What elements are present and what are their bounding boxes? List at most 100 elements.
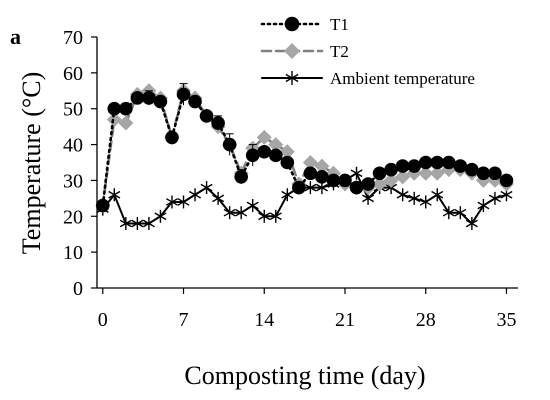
x-tick-label: 21 [335, 309, 355, 331]
data-point-t2 [383, 172, 399, 188]
data-point-t2 [314, 158, 330, 174]
data-point-ambient-temperature [454, 206, 467, 220]
asterisk-stroke [465, 219, 478, 228]
data-point-ambient-temperature [269, 209, 282, 223]
data-point-t1 [199, 109, 214, 123]
data-point-t1 [130, 91, 145, 105]
asterisk-stroke [131, 219, 144, 228]
data-point-t1 [407, 159, 421, 173]
data-point-ambient-temperature [223, 206, 236, 220]
data-point-t1 [372, 166, 387, 181]
data-point-ambient-temperature [189, 188, 202, 202]
x-tick-label: 0 [98, 309, 108, 331]
asterisk-stroke [108, 190, 121, 199]
asterisk-stroke [500, 190, 513, 199]
y-tick-label: 60 [63, 63, 83, 85]
data-point-ambient-temperature [108, 188, 121, 202]
data-point-ambient-temperature [258, 209, 271, 223]
data-point-t1 [119, 101, 133, 116]
data-point-t2 [302, 155, 318, 170]
data-point-t1 [280, 155, 295, 170]
y-tick-label: 10 [63, 242, 83, 264]
data-point-t1 [441, 155, 456, 170]
data-point-ambient-temperature [396, 188, 409, 202]
data-point-t1 [303, 166, 318, 181]
data-point-t1 [465, 162, 479, 177]
data-point-t1 [176, 87, 191, 102]
y-tick-label: 20 [63, 206, 83, 228]
asterisk-stroke [408, 194, 421, 203]
data-point-t1 [395, 159, 410, 173]
panel-label: a [10, 24, 21, 49]
legend-marker-ambient-temperature [285, 71, 299, 85]
legend-label-ambient-temperature: Ambient temperature [330, 69, 475, 88]
x-tick-label: 14 [254, 309, 274, 331]
data-point-t1 [245, 148, 260, 163]
data-point-t1 [315, 170, 329, 184]
y-tick-label: 50 [63, 99, 83, 121]
data-point-t1 [222, 137, 237, 152]
data-point-t2 [268, 137, 284, 153]
data-point-ambient-temperature [442, 206, 455, 220]
asterisk-stroke [189, 190, 202, 199]
data-point-ambient-temperature [408, 191, 421, 205]
data-point-t2 [106, 111, 122, 127]
y-axis-title: Temperature (°C) [17, 72, 46, 255]
asterisk-stroke [165, 198, 178, 206]
data-point-ambient-temperature [304, 181, 317, 195]
data-point-ambient-temperature [281, 188, 294, 202]
data-point-t1 [488, 166, 502, 181]
x-tick-label: 35 [496, 309, 516, 331]
data-point-ambient-temperature [431, 188, 444, 202]
x-tick-label: 7 [179, 309, 189, 331]
data-point-t1 [211, 116, 225, 130]
data-point-t2 [429, 165, 445, 181]
data-point-ambient-temperature [119, 216, 132, 230]
data-point-t1 [188, 94, 202, 109]
asterisk-stroke [488, 194, 501, 203]
asterisk-stroke [396, 190, 409, 199]
data-point-ambient-temperature [177, 195, 190, 209]
data-point-t1 [142, 91, 156, 105]
data-point-ambient-temperature [235, 206, 248, 220]
data-point-ambient-temperature [350, 166, 363, 180]
asterisk-stroke [281, 190, 294, 199]
asterisk-stroke [442, 208, 455, 217]
data-point-t1 [292, 180, 306, 195]
data-point-t1 [165, 130, 179, 145]
asterisk-stroke [304, 183, 317, 192]
legend-marker-t2 [284, 43, 300, 59]
data-point-t1 [268, 148, 283, 163]
asterisk-stroke [269, 212, 282, 221]
series-t1 [95, 83, 514, 213]
data-point-t1 [257, 144, 272, 159]
data-point-t1 [107, 101, 122, 116]
asterisk-stroke [454, 208, 467, 217]
data-point-ambient-temperature [131, 216, 144, 230]
asterisk-stroke [177, 198, 190, 206]
asterisk-stroke [350, 169, 363, 178]
asterisk-stroke [258, 212, 271, 221]
asterisk-stroke [154, 212, 167, 221]
asterisk-stroke [315, 183, 328, 192]
data-point-t1 [499, 173, 514, 188]
data-point-t1 [153, 94, 168, 109]
data-point-ambient-temperature [212, 191, 225, 205]
asterisk-stroke [431, 190, 444, 199]
data-point-t1 [430, 155, 445, 170]
asterisk-stroke [119, 219, 132, 228]
data-point-ambient-temperature [154, 209, 167, 223]
data-point-t2 [395, 169, 411, 185]
legend-marker-t1 [284, 16, 300, 32]
legend: T1 T2 Ambient temperature [260, 15, 475, 88]
y-tick-label: 70 [63, 27, 83, 49]
data-point-t1 [234, 170, 248, 184]
y-tick-label: 0 [73, 278, 83, 300]
data-point-ambient-temperature [419, 195, 432, 209]
data-point-t1 [453, 159, 468, 173]
data-point-t1 [384, 162, 398, 177]
asterisk-stroke [200, 183, 213, 192]
axes: 0 10 20 30 40 50 60 70 0 7 14 21 28 35 [63, 27, 518, 331]
data-point-t2 [279, 144, 295, 160]
